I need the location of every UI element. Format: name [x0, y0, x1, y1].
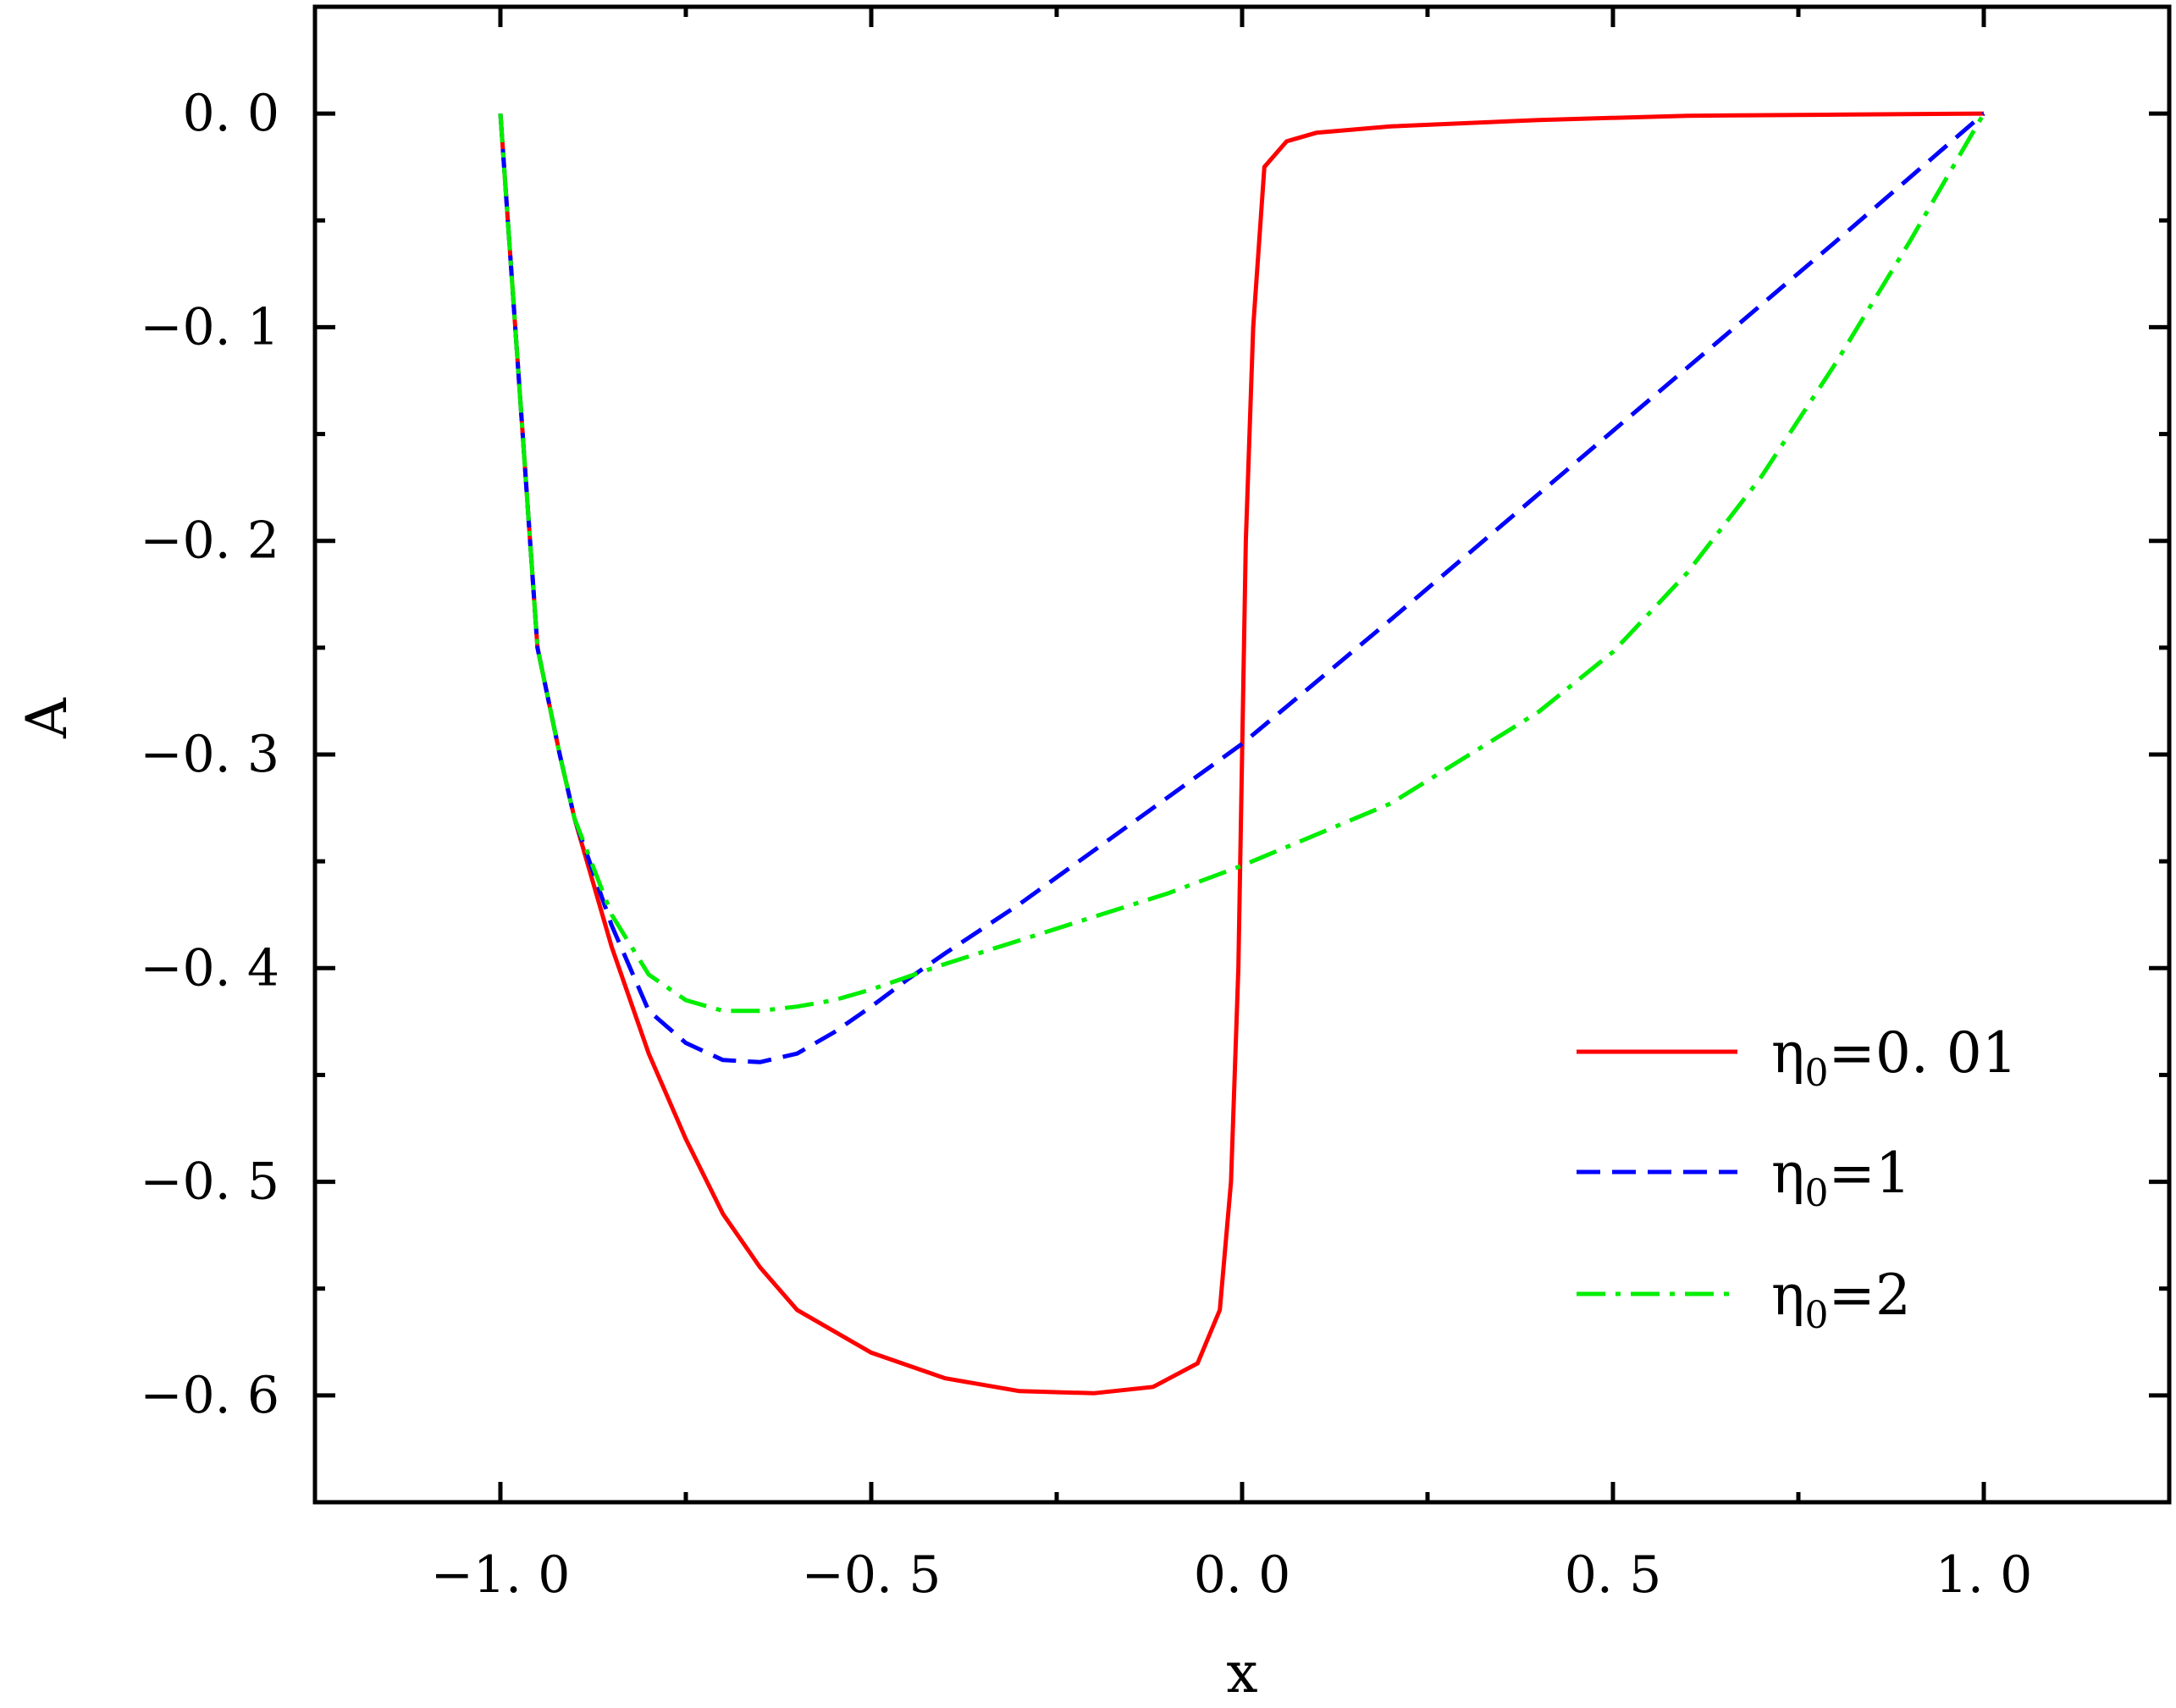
series-layer — [498, 111, 1986, 1396]
series-line-2 — [498, 112, 1986, 1014]
x-tick-label: −1. 0 — [431, 1545, 571, 1605]
y-tick-label: −0. 4 — [140, 938, 279, 998]
axis-ticks — [315, 7, 2169, 1502]
y-tick-label: 0. 0 — [183, 84, 280, 143]
y-tick-label: −0. 3 — [140, 725, 279, 784]
x-tick-label: 0. 0 — [1194, 1545, 1291, 1605]
y-tick-label: −0. 2 — [140, 511, 279, 571]
series-line-1 — [498, 112, 1985, 1064]
legend: η0=0. 01 η0=1 η0=2 — [1577, 1020, 2018, 1337]
series-line-0 — [498, 111, 1985, 1396]
legend-label-1: η0=1 — [1771, 1141, 1911, 1215]
x-tick-label: 0. 5 — [1565, 1545, 1662, 1605]
y-axis-label: A — [14, 697, 80, 739]
x-tick-label: 1. 0 — [1936, 1545, 2033, 1605]
x-tick-label: −0. 5 — [802, 1545, 942, 1605]
axis-tick-labels: −1. 0 −0. 5 0. 0 0. 5 1. 0 0. 0 −0. 1 −0. 2 −0. … — [140, 84, 2032, 1605]
y-tick-label: −0. 5 — [140, 1152, 279, 1212]
x-axis-label: x — [1226, 1640, 1257, 1705]
y-tick-label: −0. 6 — [140, 1366, 279, 1425]
legend-label-0: η0=0. 01 — [1771, 1020, 2018, 1095]
legend-label-2: η0=2 — [1771, 1263, 1911, 1337]
y-tick-label: −0. 1 — [140, 297, 279, 357]
